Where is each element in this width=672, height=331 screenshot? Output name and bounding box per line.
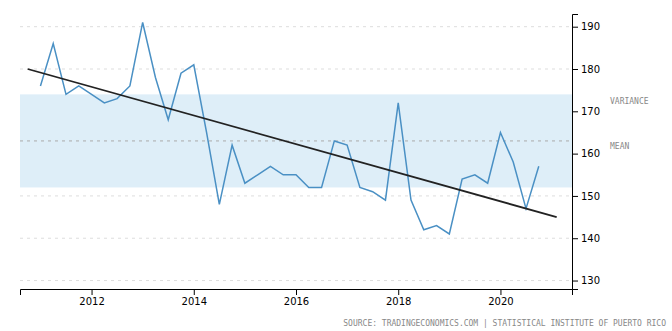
variance-label: VARIANCE — [610, 97, 649, 106]
y-tick-label: 130 — [581, 275, 600, 286]
variance-band — [20, 94, 572, 187]
y-tick-label: 160 — [581, 148, 600, 159]
y-tick-mark — [572, 69, 578, 70]
y-tick-label: 170 — [581, 106, 600, 117]
y-tick-mark — [572, 154, 578, 155]
x-tick-label: 2020 — [488, 296, 513, 307]
y-axis-line — [573, 15, 579, 290]
source-text: SOURCE: TRADINGECONOMICS.COM | STATISTIC… — [343, 319, 666, 328]
grid-line — [20, 238, 572, 239]
y-tick-label: 150 — [581, 191, 600, 202]
grid-line — [20, 69, 572, 70]
chart: 2012 2014 2016 2018 2020 130 140 150 160 170 180 19… — [0, 0, 672, 331]
y-tick-label: 140 — [581, 233, 600, 244]
x-axis-line — [21, 290, 573, 296]
y-tick: 190 — [572, 21, 600, 32]
plot-area — [20, 22, 572, 234]
x-tick-mark — [296, 289, 297, 295]
x-axis: 2012 2014 2016 2018 2020 — [21, 289, 573, 307]
x-tick: 2014 — [182, 289, 207, 307]
x-tick: 2020 — [488, 289, 513, 307]
y-tick-mark — [572, 27, 578, 28]
grid-line — [20, 26, 572, 27]
grid-line — [20, 195, 572, 196]
y-tick: 150 — [572, 191, 600, 202]
x-tick-mark — [92, 289, 93, 295]
mean-line — [20, 140, 572, 141]
y-tick-mark — [572, 281, 578, 282]
x-tick-label: 2016 — [284, 296, 309, 307]
y-axis: 130 140 150 160 170 180 190 — [572, 15, 600, 290]
x-tick-mark — [398, 289, 399, 295]
mean-label: MEAN — [610, 142, 629, 151]
y-tick: 170 — [572, 106, 600, 117]
y-tick: 140 — [572, 233, 600, 244]
y-tick-mark — [572, 196, 578, 197]
y-tick-mark — [572, 111, 578, 112]
grid — [20, 27, 572, 281]
x-tick-label: 2014 — [182, 296, 207, 307]
x-tick-label: 2012 — [79, 296, 104, 307]
y-tick-mark — [572, 238, 578, 239]
y-tick: 180 — [572, 64, 600, 75]
trend-line — [28, 69, 557, 217]
x-tick: 2012 — [79, 289, 104, 307]
data-line — [40, 22, 538, 234]
x-tick-label: 2018 — [386, 296, 411, 307]
y-tick: 130 — [572, 275, 600, 286]
x-tick: 2016 — [284, 289, 309, 307]
y-tick-label: 180 — [581, 64, 600, 75]
grid-line — [20, 280, 572, 281]
x-tick-mark — [194, 289, 195, 295]
x-tick: 2018 — [386, 289, 411, 307]
y-tick: 160 — [572, 148, 600, 159]
y-tick-label: 190 — [581, 21, 600, 32]
x-tick-mark — [500, 289, 501, 295]
